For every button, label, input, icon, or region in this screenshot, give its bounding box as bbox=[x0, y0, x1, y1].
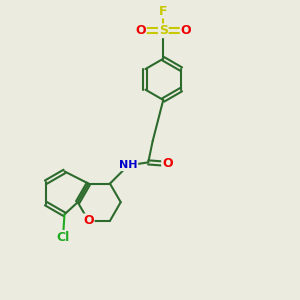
Text: NH: NH bbox=[119, 160, 137, 170]
Text: O: O bbox=[83, 214, 94, 227]
Text: F: F bbox=[159, 4, 167, 18]
Text: O: O bbox=[162, 158, 173, 170]
Text: Cl: Cl bbox=[56, 231, 70, 244]
Text: O: O bbox=[135, 24, 146, 37]
Text: S: S bbox=[159, 24, 168, 37]
Text: O: O bbox=[181, 24, 191, 37]
